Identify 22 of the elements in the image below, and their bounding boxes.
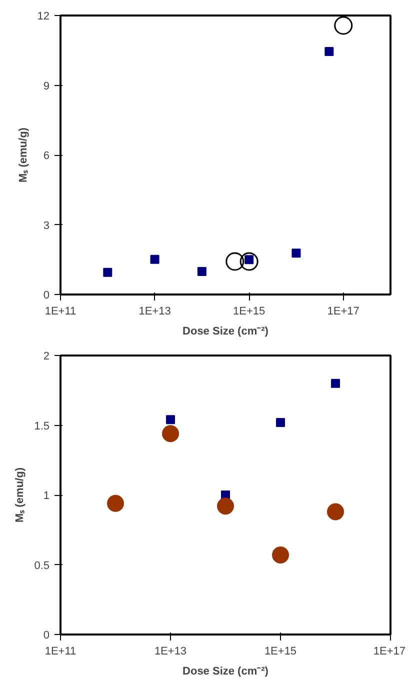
x-tick-label: 1E+17 bbox=[327, 306, 360, 318]
x-tick-label: 1E+17 bbox=[373, 646, 406, 658]
x-tick-label: 1E+11 bbox=[44, 306, 76, 318]
y-tick-label: 2 bbox=[43, 350, 50, 362]
x-axis-title: Dose Size (cm⁻²) bbox=[182, 326, 269, 338]
x-tick-label: 1E+11 bbox=[44, 646, 76, 658]
y-tick-label: 1.5 bbox=[34, 420, 50, 432]
x-tick-label: 1E+15 bbox=[233, 306, 266, 318]
x-tick-label: 1E+13 bbox=[138, 306, 171, 318]
x-axis-title: Dose Size (cm⁻²) bbox=[182, 666, 269, 678]
y-tick-label: 6 bbox=[43, 150, 50, 162]
y-tick-label: 3 bbox=[43, 220, 50, 232]
y-tick-label: 12 bbox=[37, 10, 50, 22]
y-tick-label: 0 bbox=[43, 630, 50, 642]
x-tick-label: 1E+15 bbox=[264, 646, 297, 658]
y-tick-label: 9 bbox=[43, 80, 50, 92]
y-tick-label: 0.5 bbox=[34, 560, 50, 572]
x-tick-label: 1E+13 bbox=[154, 646, 187, 658]
y-axis-title: Mₛ (emu/g) bbox=[17, 127, 30, 182]
y-tick-label: 1 bbox=[43, 490, 50, 502]
y-tick-label: 0 bbox=[43, 290, 50, 302]
y-axis-title: Mₛ (emu/g) bbox=[14, 467, 26, 522]
